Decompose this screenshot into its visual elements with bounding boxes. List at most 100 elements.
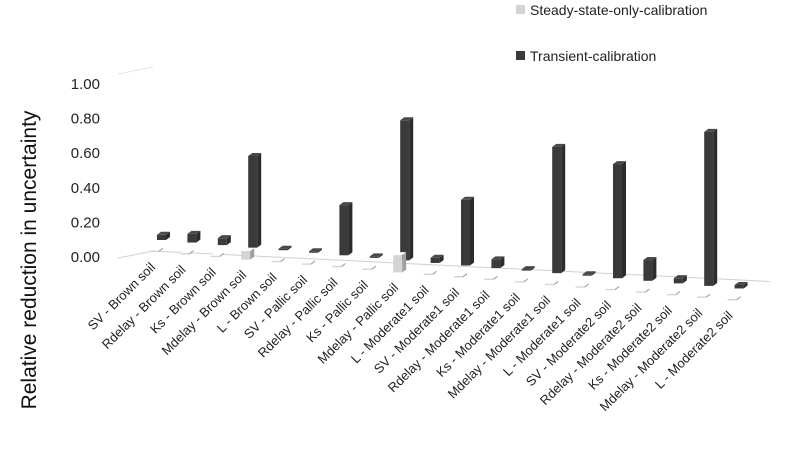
- bar-transient: [369, 253, 383, 258]
- bar-top-face: [217, 235, 231, 239]
- bar-side-face: [378, 253, 383, 258]
- bar-front-face: [309, 251, 318, 253]
- bar-front-face: [734, 284, 744, 289]
- bar-top-face: [673, 275, 687, 279]
- legend-label-transient: Transient-calibration: [530, 48, 656, 64]
- legend-swatch-transient: [516, 51, 525, 60]
- bar-steady-state: [666, 290, 680, 296]
- bar-top-face: [271, 257, 285, 261]
- bar-front-face: [575, 286, 585, 288]
- bar-side-face: [257, 152, 262, 248]
- y-tick-label: 0.60: [71, 145, 100, 162]
- bar-side-face: [280, 257, 285, 263]
- bar-top-face: [430, 254, 444, 258]
- bar-side-face: [402, 252, 407, 273]
- bar-front-face: [369, 256, 379, 258]
- y-tick-label: 0.40: [71, 180, 100, 197]
- bar-top-face: [582, 271, 596, 275]
- bar-front-face: [521, 269, 531, 271]
- bar-top-face: [697, 293, 711, 297]
- bar-front-face: [150, 250, 159, 252]
- bar-top-face: [484, 275, 498, 279]
- bar-top-face: [514, 278, 528, 282]
- y-tick-label: 0.20: [71, 214, 100, 231]
- bar-top-face: [309, 248, 322, 252]
- y-tick-label: 0.00: [71, 249, 100, 266]
- bar-transient: [217, 235, 231, 246]
- bar-side-face: [463, 273, 467, 278]
- bar-top-face: [278, 245, 292, 249]
- bar-top-face: [575, 283, 589, 287]
- bar-transient: [582, 271, 596, 276]
- bar-top-face: [150, 247, 163, 251]
- bar-side-face: [622, 161, 626, 279]
- bar-steady-state: [393, 252, 407, 273]
- bar-transient: [461, 196, 474, 266]
- bar-steady-state: [241, 248, 255, 260]
- bar-side-face: [166, 231, 170, 240]
- bar-steady-state: [727, 295, 741, 301]
- bar-side-face: [196, 230, 201, 243]
- bar-side-face: [500, 256, 505, 269]
- bar-side-face: [226, 235, 231, 246]
- bar-steady-state: [332, 262, 346, 268]
- bar-top-face: [461, 196, 474, 200]
- bar-front-face: [552, 146, 562, 274]
- bar-top-face: [302, 260, 315, 264]
- bar-front-face: [423, 273, 433, 275]
- bar-side-face: [561, 143, 566, 274]
- bar-side-face: [189, 250, 194, 255]
- bar-top-face: [606, 285, 619, 289]
- bar-transient: [187, 230, 201, 243]
- bar-front-face: [643, 260, 653, 281]
- bar-transient: [430, 254, 444, 263]
- bar-front-face: [454, 276, 463, 278]
- bar-front-face: [430, 257, 440, 263]
- bar-steady-state: [180, 250, 194, 255]
- bar-front-face: [613, 164, 622, 279]
- y-axis-ticks: 0.00 0.20 0.40 0.60 0.80 1.00: [71, 76, 100, 266]
- bar-transient: [491, 256, 505, 269]
- bar-side-face: [470, 196, 474, 266]
- bar-steady-state: [484, 275, 498, 281]
- bar-top-face: [734, 281, 748, 285]
- legend: Steady-state-only-calibration Transient-…: [516, 2, 707, 64]
- chart-floor: [117, 66, 770, 282]
- bar-side-face: [743, 281, 748, 289]
- bar-side-face: [341, 262, 346, 268]
- legend-label-steady-state: Steady-state-only-calibration: [530, 2, 707, 18]
- bar-side-face: [250, 248, 255, 260]
- bar-side-face: [584, 283, 589, 288]
- bar-top-face: [643, 257, 657, 261]
- bar-front-face: [302, 263, 311, 265]
- bar-front-face: [393, 255, 403, 273]
- bar-top-face: [552, 143, 566, 147]
- bar-top-face: [727, 295, 741, 299]
- bar-side-face: [682, 275, 687, 284]
- bar-top-face: [521, 266, 535, 270]
- bar-side-face: [159, 247, 163, 252]
- bar-front-face: [157, 234, 166, 240]
- bar-front-face: [606, 288, 615, 291]
- bar-transient: [278, 245, 292, 251]
- bar-front-face: [673, 278, 683, 284]
- bar-transient: [643, 257, 657, 281]
- bar-top-face: [636, 288, 650, 292]
- bar-steady-state: [454, 273, 467, 278]
- bar-top-face: [423, 270, 437, 274]
- bar-steady-state: [210, 252, 224, 258]
- bar-top-face: [369, 253, 383, 257]
- bar-front-face: [187, 233, 197, 243]
- bar-front-face: [332, 265, 342, 268]
- bar-top-face: [339, 202, 353, 206]
- bar-top-face: [545, 280, 559, 284]
- bar-front-face: [241, 251, 251, 260]
- bar-steady-state: [271, 257, 285, 263]
- bar-top-face: [491, 256, 505, 260]
- bar-side-face: [591, 271, 596, 276]
- bar-side-face: [432, 270, 437, 275]
- bar-front-face: [461, 199, 470, 266]
- bar-side-face: [371, 265, 376, 270]
- bar-front-face: [491, 259, 501, 269]
